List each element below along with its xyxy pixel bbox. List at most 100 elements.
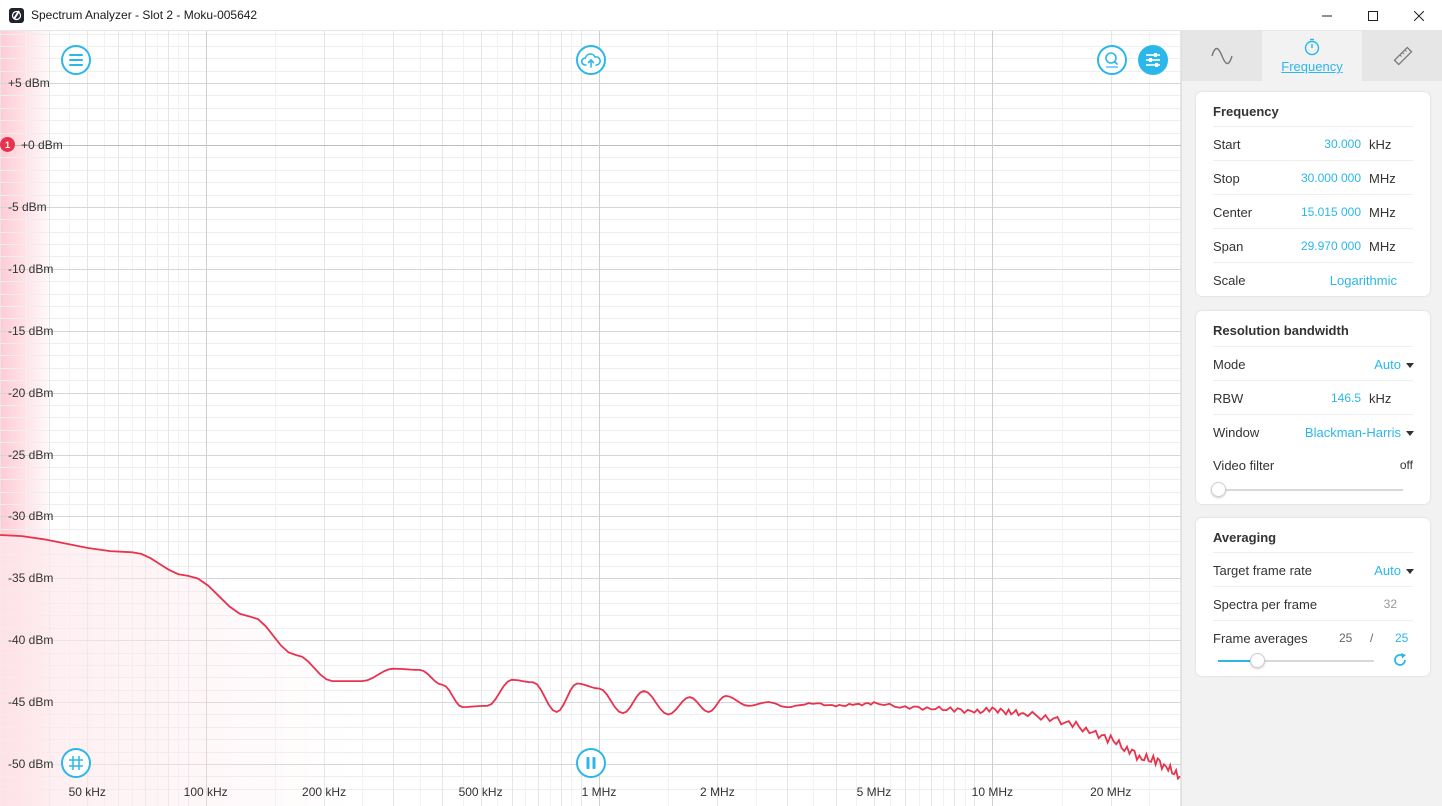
cloud-upload-button[interactable] [576,45,606,75]
y-tick-label: +0 dBm [21,138,63,152]
grid-toggle-button[interactable] [61,748,91,778]
center-value[interactable]: 15.015 000 [1300,205,1361,219]
refresh-icon [1394,653,1406,666]
span-unit: MHz [1369,239,1396,254]
settings-panel: Frequency Frequency Start 30.000 kHz Sto… [1181,31,1442,806]
target-frame-rate-row: Target frame rate Auto [1213,552,1414,586]
window-title: Spectrum Analyzer - Slot 2 - Moku-005642 [31,8,258,22]
chevron-down-icon [1406,431,1414,436]
y-tick-label: -30 dBm [8,509,54,524]
x-tick-label: 50 kHz [68,785,106,799]
chevron-down-icon [1406,363,1414,368]
stop-value[interactable]: 30.000 000 [1300,171,1361,185]
frame-averages-slider-thumb[interactable] [1250,653,1265,668]
window-select[interactable]: Blackman-Harris [1304,425,1401,440]
frequency-card: Frequency Start 30.000 kHz Stop 30.000 0… [1196,92,1430,296]
close-icon [1414,10,1424,21]
video-filter-row: Video filter off [1213,448,1413,482]
maximize-button[interactable] [1350,0,1396,31]
span-value[interactable]: 29.970 000 [1300,239,1361,253]
y-tick-label: +5 dBm [8,76,50,91]
target-frame-rate-select[interactable]: Auto [1374,563,1401,578]
settings-sliders-button[interactable] [1138,45,1168,75]
minimize-icon [1322,15,1332,16]
pause-button[interactable] [576,748,606,778]
marker-badge[interactable]: 1 [0,137,15,152]
settings-sliders-icon [1146,53,1160,67]
video-filter-slider-thumb[interactable] [1211,482,1226,497]
rbw-value[interactable]: 146.5 [1330,391,1361,405]
pause-icon [586,757,596,769]
cloud-upload-icon [581,53,601,68]
tab-measurements[interactable] [1362,31,1442,81]
sine-wave-icon [1211,47,1233,65]
moku-app-icon [9,8,24,23]
y-tick-label: -40 dBm [8,633,54,648]
x-tick-label: 100 kHz [183,785,228,799]
spectrum-chart[interactable] [0,31,1181,806]
trace-fill-area [0,535,1180,806]
frame-averages-current: 25 [1339,631,1353,645]
rbw-unit: kHz [1369,391,1392,406]
frame-averages-separator: / [1370,631,1374,645]
spectrum-plot[interactable]: +5 dBm +0 dBm -5 dBm -10 dBm -15 dBm -20 dBm -… [0,31,1181,806]
tab-frequency[interactable]: Frequency [1262,31,1362,81]
tab-waveform[interactable] [1182,31,1262,81]
rbw-card-title: Resolution bandwidth [1213,323,1349,338]
start-value[interactable]: 30.000 [1324,137,1361,151]
stop-unit: MHz [1369,171,1396,186]
center-unit: MHz [1369,205,1396,220]
stop-label: Stop [1213,171,1240,186]
x-tick-label: 500 kHz [458,785,503,799]
spectra-per-frame-value: 32 [1383,597,1397,611]
maximize-icon [1368,10,1378,21]
averaging-card: Averaging Target frame rate Auto Spectra… [1196,518,1430,676]
span-row: Span 29.970 000 MHz [1213,228,1413,262]
x-tick-label: 200 kHz [302,785,347,799]
scale-row: Scale Logarithmic [1213,262,1413,296]
y-tick-label: -5 dBm [8,199,47,214]
frame-averages-target[interactable]: 25 [1395,631,1409,645]
averaging-card-title: Averaging [1213,530,1277,545]
zoom-icon [1105,52,1118,68]
zoom-button[interactable] [1097,45,1127,75]
y-tick-label: -15 dBm [8,323,54,338]
trace-line [0,534,1181,781]
chevron-down-icon [1406,569,1414,574]
window-row: Window Blackman-Harris [1213,414,1414,448]
reset-button[interactable] [1392,652,1408,668]
stopwatch-icon [1304,38,1320,56]
span-label: Span [1213,239,1244,254]
y-tick-label: -10 dBm [8,261,54,276]
y-tick-label: -50 dBm [8,757,54,771]
y-tick-label: -35 dBm [8,571,54,586]
frame-averages-slider-fill [1218,660,1257,662]
center-label: Center [1213,205,1253,220]
center-row: Center 15.015 000 MHz [1213,194,1413,228]
start-unit: kHz [1369,137,1392,152]
x-tick-label: 1 MHz [581,785,617,799]
target-frame-rate-label: Target frame rate [1213,563,1312,578]
minimize-button[interactable] [1304,0,1350,31]
rbw-label: RBW [1213,391,1244,406]
x-tick-label: 20 MHz [1090,785,1132,799]
scale-select[interactable]: Logarithmic [1329,273,1397,288]
y-tick-label: -25 dBm [8,447,54,462]
tab-frequency-label: Frequency [1281,59,1343,74]
x-tick-label: 5 MHz [856,785,892,799]
video-filter-slider-track[interactable] [1218,489,1403,491]
menu-button[interactable] [61,45,91,75]
start-row: Start 30.000 kHz [1213,126,1413,160]
frame-averages-row: Frame averages 25 / 25 [1213,620,1413,654]
panel-tabs: Frequency [1182,31,1442,81]
spectra-per-frame-label: Spectra per frame [1213,597,1318,612]
menu-icon [69,54,83,66]
grid-icon [69,756,83,770]
frame-averages-slider-track[interactable] [1218,660,1374,662]
frequency-card-title: Frequency [1213,104,1279,119]
mode-select[interactable]: Auto [1374,357,1401,372]
spectra-per-frame-row: Spectra per frame 32 [1213,586,1413,620]
x-tick-label: 10 MHz [971,785,1013,799]
video-filter-value: off [1399,458,1413,472]
close-button[interactable] [1396,0,1442,31]
